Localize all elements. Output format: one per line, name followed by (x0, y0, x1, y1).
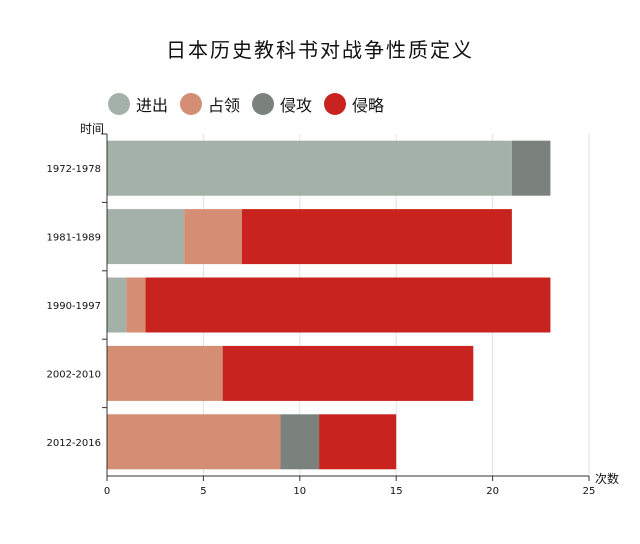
bar-2012-2016-占领 (107, 414, 281, 470)
bar-2002-2010-占领 (107, 345, 223, 401)
legend-item-zhanling: 占领 (180, 92, 240, 116)
legend-swatch-zhanling (180, 93, 203, 115)
x-tick-label-15: 15 (390, 486, 403, 497)
bar-2012-2016-侵攻 (280, 414, 320, 470)
x-tick-label-20: 20 (486, 486, 499, 497)
legend-swatch-qinlue (324, 93, 347, 115)
x-tick-label-10: 10 (293, 486, 306, 497)
bar-1972-1978-侵攻 (511, 140, 551, 196)
x-axis-title: 次数 (595, 471, 619, 486)
x-tick-label-0: 0 (104, 486, 110, 497)
legend-swatch-jinchu (108, 93, 130, 115)
y-category-label-1981-1989: 1981-1989 (46, 233, 101, 244)
legend-label-qingong: 侵攻 (280, 96, 313, 115)
bar-1981-1989-占领 (184, 209, 242, 265)
y-category-label-1972-1978: 1972-1978 (46, 164, 101, 175)
chart-legend: 进出 占领 侵攻 侵略 (108, 92, 384, 116)
y-axis-title: 时间 (80, 122, 104, 136)
x-tick-label-25: 25 (583, 486, 596, 497)
chart-title: 日本历史教科书对战争性质定义 (166, 38, 474, 62)
bar-1990-1997-占领 (126, 277, 146, 333)
bar-1990-1997-进出 (107, 277, 127, 333)
legend-swatch-qingong (252, 93, 275, 115)
y-category-label-1990-1997: 1990-1997 (46, 301, 101, 312)
legend-label-zhanling: 占领 (208, 96, 241, 115)
legend-label-qinlue: 侵略 (352, 96, 385, 115)
bar-1972-1978-进出 (107, 140, 512, 196)
y-category-label-2012-2016: 2012-2016 (46, 438, 101, 449)
legend-item-qinlue: 侵略 (324, 92, 384, 116)
bar-2002-2010-侵略 (222, 345, 474, 401)
bar-1981-1989-侵略 (241, 209, 512, 265)
bar-2012-2016-侵略 (319, 414, 397, 470)
bar-1990-1997-侵略 (145, 277, 551, 333)
y-category-label-2002-2010: 2002-2010 (46, 369, 101, 380)
legend-item-qingong: 侵攻 (252, 92, 312, 116)
legend-item-jinchu: 进出 (108, 92, 168, 116)
bar-1981-1989-进出 (107, 209, 185, 265)
x-tick-label-5: 5 (200, 486, 206, 497)
legend-label-jinchu: 进出 (136, 96, 169, 115)
